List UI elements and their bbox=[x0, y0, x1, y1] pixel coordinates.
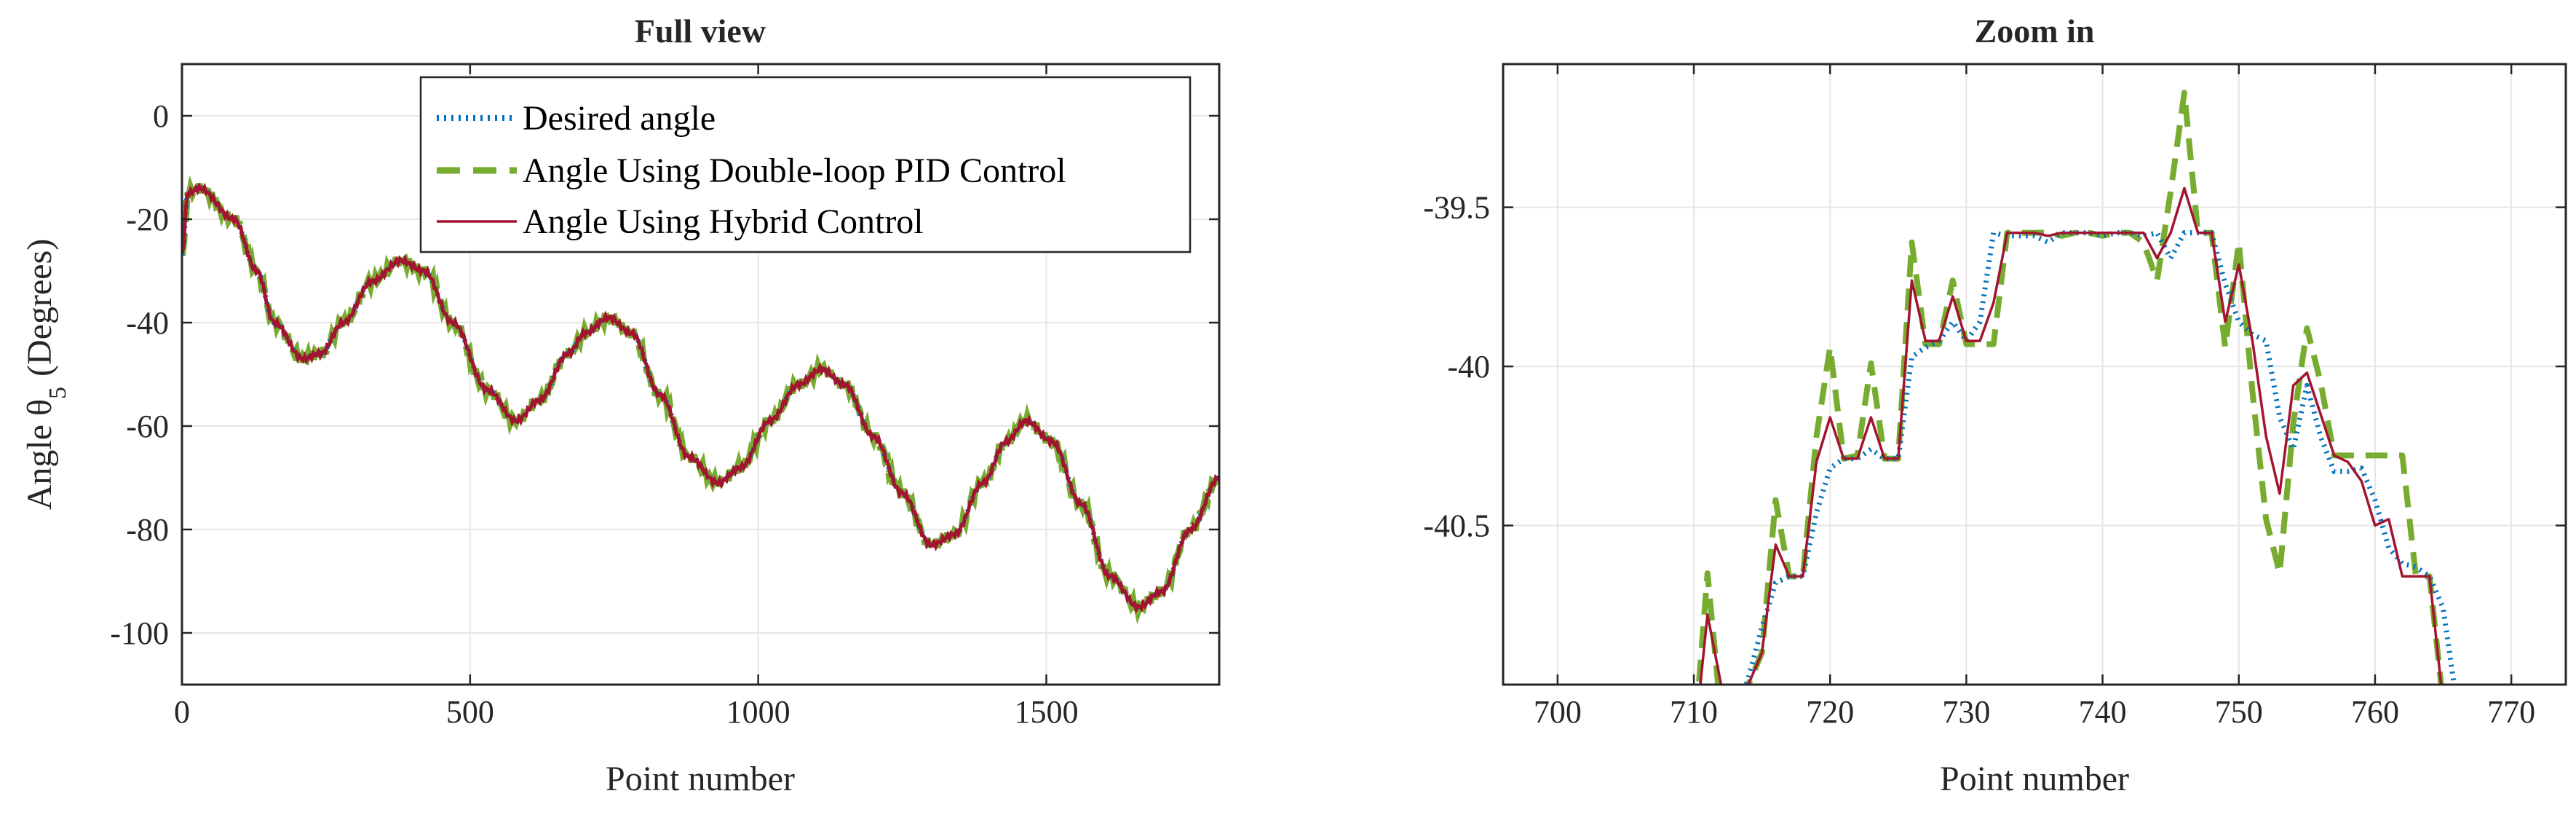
zoom-in-xtick-label: 710 bbox=[1670, 694, 1718, 730]
zoom-in-xtick-label: 760 bbox=[2351, 694, 2399, 730]
zoom-in-xtick-label: 700 bbox=[1534, 694, 1582, 730]
zoom-in-ticks: 700 710 720 730 740 750 760 770 -39.5 -40 -40.5 bbox=[1423, 64, 2566, 730]
full-view-xtick-label: 0 bbox=[174, 694, 190, 730]
zoom-in-ytick-label: -40.5 bbox=[1423, 508, 1490, 544]
zoom-in-desired-angle-line bbox=[1743, 230, 2457, 685]
full-view-title: Full view bbox=[635, 12, 766, 50]
zoom-in-plot-area bbox=[1503, 64, 2566, 685]
full-view-axes-box bbox=[181, 63, 1221, 686]
zoom-in-ytick-label: -39.5 bbox=[1423, 190, 1490, 226]
legend-label-desired: Desired angle bbox=[523, 99, 716, 138]
full-view-xtick-label: 500 bbox=[446, 694, 494, 730]
full-view-ylabel-text: Angle θ5 (Degrees) bbox=[20, 239, 71, 511]
full-view-series bbox=[182, 175, 1219, 625]
full-view-ylabel: Angle θ5 (Degrees) bbox=[20, 239, 71, 511]
zoom-in-xtick-label: 740 bbox=[2079, 694, 2127, 730]
zoom-in-xlabel: Point number bbox=[1940, 760, 2129, 798]
zoom-in-ytick-label: -40 bbox=[1447, 349, 1490, 385]
zoom-in-series bbox=[1695, 90, 2457, 685]
legend: Desired angle Angle Using Double-loop PI… bbox=[419, 76, 1192, 253]
full-view-hybrid-angle-line bbox=[182, 182, 1219, 615]
zoom-in-grid bbox=[1503, 64, 2566, 685]
zoom-in-panel: 700 710 720 730 740 750 760 770 -39.5 -40 -40.5 Zo… bbox=[1423, 12, 2567, 798]
zoom-in-xtick-label: 750 bbox=[2215, 694, 2263, 730]
full-view-xtick-label: 1500 bbox=[1015, 694, 1079, 730]
full-view-ytick-label: -60 bbox=[126, 409, 169, 444]
full-view-ytick-label: -100 bbox=[110, 615, 169, 651]
zoom-in-xtick-label: 730 bbox=[1942, 694, 1990, 730]
full-view-xlabel: Point number bbox=[606, 760, 795, 798]
full-view-ytick-label: 0 bbox=[153, 98, 169, 134]
zoom-in-axes-box bbox=[1502, 63, 2567, 686]
full-view-ytick-label: -20 bbox=[126, 202, 169, 237]
zoom-in-xtick-label: 770 bbox=[2487, 694, 2535, 730]
ylabel-main: Angle θ bbox=[20, 399, 59, 510]
legend-box bbox=[419, 76, 1192, 253]
zoom-in-title: Zoom in bbox=[1975, 12, 2095, 50]
legend-label-hybrid: Angle Using Hybrid Control bbox=[523, 202, 924, 241]
zoom-in-xtick-label: 720 bbox=[1806, 694, 1854, 730]
zoom-in-pid-angle-line bbox=[1695, 90, 2444, 685]
full-view-ytick-label: -80 bbox=[126, 512, 169, 548]
full-view-ytick-label: -40 bbox=[126, 305, 169, 341]
full-view-ticks: 0 500 1000 1500 0 -20 -40 -60 -80 -100 bbox=[110, 64, 1219, 730]
ylabel-subscript: 5 bbox=[44, 387, 71, 399]
full-view-xtick-label: 1000 bbox=[726, 694, 790, 730]
ylabel-units: (Degrees) bbox=[20, 239, 59, 377]
zoom-in-hybrid-angle-line bbox=[1699, 186, 2443, 685]
legend-label-pid: Angle Using Double-loop PID Control bbox=[523, 151, 1066, 190]
